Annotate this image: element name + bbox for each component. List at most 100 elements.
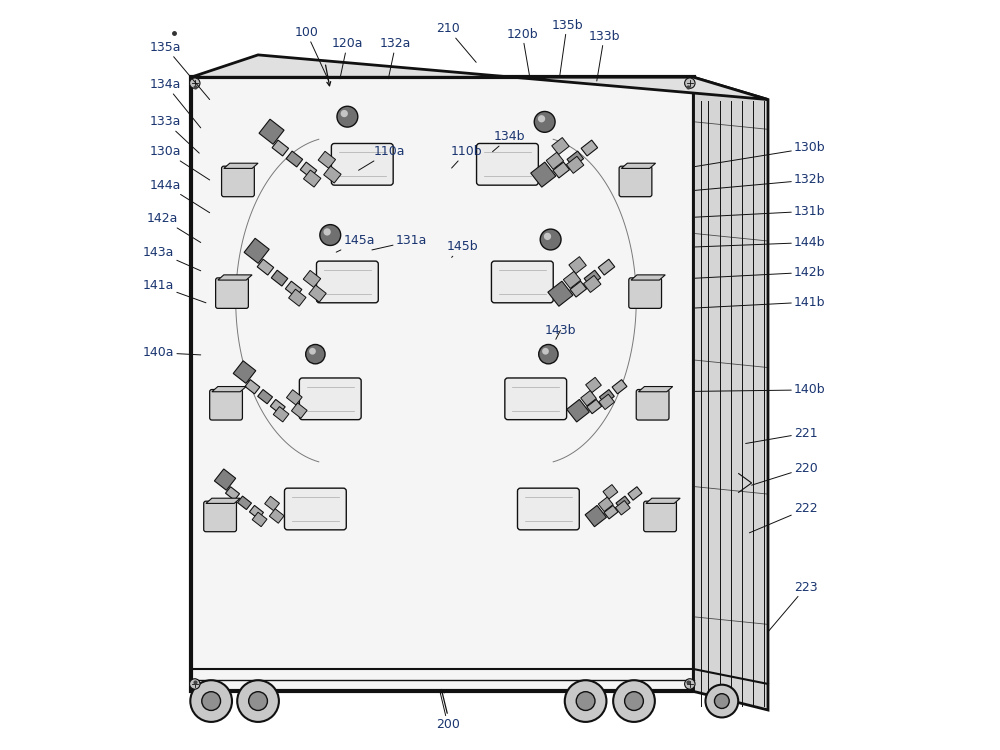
Polygon shape [285,281,302,297]
Polygon shape [218,274,252,280]
Circle shape [544,232,551,240]
Polygon shape [191,55,768,100]
Polygon shape [546,152,564,170]
Circle shape [538,115,545,122]
Polygon shape [586,377,601,393]
Text: 131b: 131b [695,205,826,218]
Polygon shape [273,406,289,422]
FancyBboxPatch shape [299,378,361,420]
Circle shape [190,680,232,722]
Text: 134a: 134a [150,78,201,128]
Circle shape [337,106,358,127]
Text: 132a: 132a [380,38,411,79]
Polygon shape [286,151,303,167]
Polygon shape [225,487,240,500]
Polygon shape [599,394,615,410]
Polygon shape [553,162,569,178]
FancyBboxPatch shape [619,166,652,196]
Text: 143b: 143b [545,324,576,339]
Text: 141a: 141a [143,279,206,303]
Polygon shape [585,506,606,526]
Text: 134b: 134b [493,130,526,152]
Polygon shape [631,274,665,280]
Polygon shape [265,496,279,511]
Polygon shape [270,400,285,414]
Polygon shape [567,151,584,167]
Polygon shape [300,162,317,178]
FancyBboxPatch shape [491,261,553,303]
Polygon shape [531,162,556,188]
Circle shape [540,229,561,250]
FancyBboxPatch shape [222,166,254,196]
FancyBboxPatch shape [477,143,538,185]
FancyBboxPatch shape [331,143,393,185]
Text: 143a: 143a [143,246,201,271]
Circle shape [534,112,555,132]
Polygon shape [214,469,236,490]
Polygon shape [269,509,284,524]
Text: 130b: 130b [695,142,826,166]
Polygon shape [233,361,256,383]
FancyBboxPatch shape [644,501,676,532]
Polygon shape [271,270,288,286]
Polygon shape [646,498,680,503]
Polygon shape [303,271,321,287]
Polygon shape [584,270,601,286]
Polygon shape [604,506,618,519]
Circle shape [323,228,331,236]
Polygon shape [552,137,569,154]
Circle shape [306,344,325,364]
Text: 144a: 144a [150,178,210,213]
Circle shape [685,679,695,689]
Circle shape [237,680,279,722]
Polygon shape [237,496,252,509]
Polygon shape [258,389,273,404]
Polygon shape [191,77,694,692]
Text: 220: 220 [752,461,818,485]
Text: 210: 210 [436,22,476,62]
Text: 120b: 120b [507,28,538,77]
Polygon shape [548,281,573,306]
Polygon shape [324,166,341,183]
Polygon shape [249,506,263,519]
Polygon shape [286,390,302,405]
Polygon shape [615,500,630,515]
Text: 110a: 110a [359,146,405,170]
Circle shape [320,224,341,245]
Circle shape [542,348,549,355]
Polygon shape [567,400,589,422]
Circle shape [625,692,643,710]
Polygon shape [638,386,673,392]
Text: 130a: 130a [150,146,210,180]
Circle shape [565,680,606,722]
Text: 140b: 140b [695,383,826,397]
Polygon shape [598,497,613,512]
Polygon shape [309,285,326,302]
Polygon shape [212,386,246,392]
Polygon shape [603,484,618,499]
Polygon shape [628,487,642,500]
Polygon shape [245,380,260,394]
Text: 133a: 133a [150,116,199,153]
Text: 135b: 135b [551,19,583,77]
Text: 110b: 110b [451,146,482,168]
Polygon shape [206,498,240,503]
Circle shape [613,680,655,722]
Circle shape [714,694,729,709]
Text: 133b: 133b [588,30,620,81]
Text: 141b: 141b [695,296,826,308]
Circle shape [309,348,316,355]
Text: 221: 221 [746,427,818,443]
Circle shape [539,344,558,364]
Circle shape [341,110,348,117]
Polygon shape [599,389,614,404]
Polygon shape [318,152,336,168]
Polygon shape [584,275,601,292]
Polygon shape [289,290,306,306]
Polygon shape [303,170,321,187]
Polygon shape [252,512,267,526]
Text: 120a: 120a [332,38,363,79]
FancyBboxPatch shape [216,278,248,308]
Circle shape [705,685,738,718]
Circle shape [685,78,695,88]
